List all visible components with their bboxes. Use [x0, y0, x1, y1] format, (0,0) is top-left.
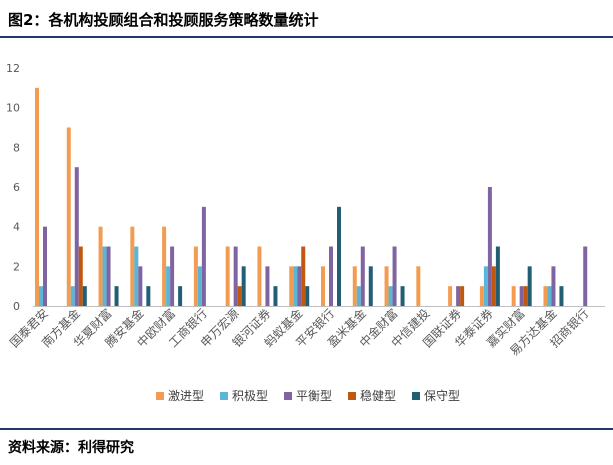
bar-16-4: [523, 286, 528, 306]
bar-16-5: [527, 266, 532, 306]
bar-9-2: [293, 266, 298, 306]
bar-12-2: [388, 286, 393, 306]
bar-11-2: [356, 286, 361, 306]
bar-12-1: [384, 266, 389, 306]
bar-4-5: [146, 286, 151, 306]
bar-4-2: [134, 246, 139, 306]
bar-2-2: [70, 286, 75, 306]
title-divider: [0, 36, 613, 38]
bar-11-1: [352, 266, 357, 306]
bar-17-2: [547, 286, 552, 306]
bar-17-1: [543, 286, 548, 306]
bar-2-4: [78, 246, 83, 306]
bar-17-5: [559, 286, 564, 306]
bar-1-3: [43, 226, 47, 306]
bar-1-2: [39, 286, 43, 306]
bar-8-3: [265, 266, 270, 306]
title-bar: 图2：各机构投顾组合和投顾服务策略数量统计: [0, 0, 613, 36]
bar-16-3: [519, 286, 524, 306]
bar-6-1: [193, 246, 198, 306]
bar-5-1: [162, 226, 167, 306]
legend-swatch: [220, 392, 228, 400]
bar-18-3: [583, 246, 588, 306]
bar-5-5: [178, 286, 183, 306]
y-tick-label: 12: [6, 62, 20, 75]
bar-12-5: [400, 286, 405, 306]
footer-divider: [0, 428, 613, 430]
bar-5-3: [170, 246, 175, 306]
bar-1-1: [35, 87, 39, 306]
bar-9-5: [305, 286, 310, 306]
bar-9-1: [289, 266, 294, 306]
bar-16-1: [511, 286, 516, 306]
bar-8-1: [257, 246, 262, 306]
bar-14-1: [448, 286, 453, 306]
bar-15-3: [487, 187, 492, 306]
y-tick-label: 4: [13, 221, 20, 234]
y-tick-label: 10: [6, 102, 20, 115]
bar-15-5: [495, 246, 500, 306]
legend-label: 积极型: [232, 389, 268, 403]
bar-3-3: [106, 246, 111, 306]
bar-3-5: [114, 286, 119, 306]
bar-14-3: [456, 286, 461, 306]
legend-label: 平衡型: [296, 389, 332, 403]
legend-swatch: [412, 392, 420, 400]
bar-6-2: [197, 266, 202, 306]
bar-10-5: [337, 206, 341, 306]
bar-7-5: [241, 266, 246, 306]
bar-2-3: [74, 167, 79, 306]
bar-10-3: [329, 246, 333, 306]
bar-9-3: [297, 266, 302, 306]
source-note: 资料来源：利得研究: [8, 440, 134, 456]
bar-6-3: [201, 206, 206, 306]
bar-7-3: [233, 246, 238, 306]
legend-swatch: [156, 392, 164, 400]
bar-12-3: [392, 246, 397, 306]
bar-13-1: [416, 266, 421, 306]
bar-2-5: [82, 286, 87, 306]
bar-9-4: [301, 246, 306, 306]
legend-label: 保守型: [424, 389, 460, 403]
legend-label: 激进型: [168, 389, 204, 403]
bar-3-2: [102, 246, 107, 306]
bar-15-4: [491, 266, 496, 306]
y-tick-label: 8: [13, 141, 20, 154]
legend-swatch: [348, 392, 356, 400]
bar-2-1: [66, 127, 71, 306]
bar-15-1: [479, 286, 484, 306]
bar-17-3: [551, 266, 556, 306]
bar-11-3: [360, 246, 365, 306]
bar-10-1: [321, 266, 325, 306]
bar-4-1: [130, 226, 135, 306]
legend-swatch: [284, 392, 292, 400]
figure-title: 图2：各机构投顾组合和投顾服务策略数量统计: [8, 11, 319, 29]
bar-3-1: [98, 226, 103, 306]
bar-15-2: [483, 266, 488, 306]
bar-7-4: [237, 286, 242, 306]
bar-7-1: [225, 246, 230, 306]
bar-5-2: [166, 266, 171, 306]
bar-chart: 024681012国泰君安南方基金华夏财富腾安基金中欧财富工商银行申万宏源银河证…: [6, 62, 605, 403]
y-tick-label: 2: [13, 260, 20, 273]
bar-4-3: [138, 266, 143, 306]
bar-14-4: [460, 286, 465, 306]
bar-8-5: [273, 286, 278, 306]
y-tick-label: 6: [13, 181, 20, 194]
y-tick-label: 0: [13, 300, 20, 313]
bar-11-5: [368, 266, 373, 306]
legend-label: 稳健型: [360, 388, 396, 403]
